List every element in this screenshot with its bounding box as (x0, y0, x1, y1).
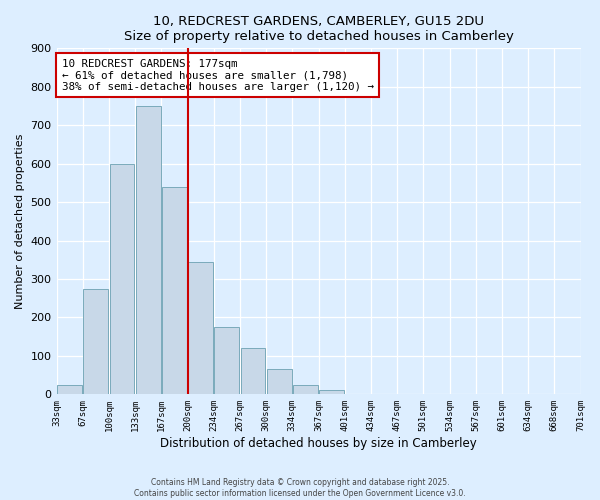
Bar (293, 384, 318, 394)
Bar (214, 327, 239, 394)
Y-axis label: Number of detached properties: Number of detached properties (15, 134, 25, 309)
Bar (188, 262, 213, 394)
Bar (110, 164, 134, 394)
Bar (319, 390, 344, 394)
Bar (83, 288, 108, 395)
Bar (267, 370, 292, 394)
X-axis label: Distribution of detached houses by size in Camberley: Distribution of detached houses by size … (160, 437, 477, 450)
Text: Contains HM Land Registry data © Crown copyright and database right 2025.
Contai: Contains HM Land Registry data © Crown c… (134, 478, 466, 498)
Title: 10, REDCREST GARDENS, CAMBERLEY, GU15 2DU
Size of property relative to detached : 10, REDCREST GARDENS, CAMBERLEY, GU15 2D… (124, 15, 514, 43)
Bar (162, 186, 187, 394)
Bar (136, 106, 161, 395)
Bar (241, 348, 265, 395)
Text: 10 REDCREST GARDENS: 177sqm
← 61% of detached houses are smaller (1,798)
38% of : 10 REDCREST GARDENS: 177sqm ← 61% of det… (62, 58, 374, 92)
Bar (57, 384, 82, 394)
